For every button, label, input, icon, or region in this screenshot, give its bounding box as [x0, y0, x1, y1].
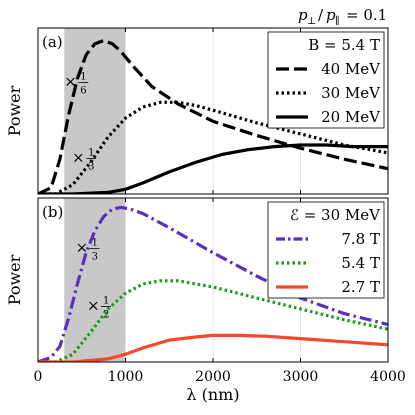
scale-annotation-times: × — [76, 239, 89, 257]
scale-annotation-denominator: 2 — [103, 309, 109, 320]
x-tick-label: 1000 — [108, 369, 144, 385]
ratio-header: p ⊥ / p ∥ = 0.1 — [298, 6, 387, 27]
legend-entry: 40 MeV — [321, 60, 381, 78]
ratio-lhs-sub: ⊥ — [307, 16, 316, 27]
scale-annotation-denominator: 3 — [88, 161, 94, 172]
y-axis-label: Power — [5, 85, 24, 136]
panel-b: 0 1000 2000 3000 4000 (b) Power λ (nm) ℰ = 30 Me… — [5, 197, 406, 404]
scale-annotation-denominator: 3 — [92, 252, 98, 263]
scale-annotation-numerator: 1 — [92, 238, 98, 249]
scale-annotation-denominator: 6 — [80, 85, 86, 96]
legend-box — [267, 201, 385, 299]
ratio-rhs-sub: ∥ — [335, 15, 340, 27]
ratio-rhs: p — [326, 6, 336, 24]
scale-annotation-numerator: 1 — [80, 71, 86, 82]
legend-entry: 5.4 T — [341, 254, 380, 272]
legend-entry: 30 MeV — [321, 84, 381, 102]
scale-annotation-times: × — [72, 148, 85, 166]
series-line — [38, 39, 388, 194]
y-axis-label: Power — [5, 254, 24, 305]
panel-label: (b) — [42, 203, 63, 221]
x-tick-label: 4000 — [370, 369, 406, 385]
legend-entry: 7.8 T — [341, 230, 380, 248]
shaded-region — [64, 28, 126, 194]
x-tick-label: 2000 — [195, 369, 231, 385]
x-tick-label: 3000 — [283, 369, 319, 385]
scale-annotation-times: × — [87, 296, 100, 314]
x-axis-label: λ (nm) — [186, 385, 239, 404]
ratio-value: = 0.1 — [346, 6, 387, 24]
panel-label: (a) — [42, 33, 63, 51]
series-line — [38, 143, 388, 194]
series-line — [38, 279, 388, 362]
scale-annotation-numerator: 1 — [103, 295, 109, 306]
legend-entry: 20 MeV — [321, 108, 381, 126]
legend-title: ℰ = 30 MeV — [290, 206, 381, 224]
shaded-region — [64, 198, 126, 362]
scale-annotation-numerator: 1 — [88, 147, 94, 158]
ratio-lhs: p — [298, 6, 308, 24]
legend-entry: 2.7 T — [341, 278, 380, 296]
legend-box — [267, 31, 385, 129]
ratio-slash: / — [318, 6, 324, 24]
x-tick-label: 0 — [34, 369, 43, 385]
scale-annotation-times: × — [64, 72, 77, 90]
series-line — [38, 333, 388, 362]
legend-title: B = 5.4 T — [308, 36, 380, 54]
series-line — [38, 205, 388, 362]
series-line — [38, 100, 388, 194]
